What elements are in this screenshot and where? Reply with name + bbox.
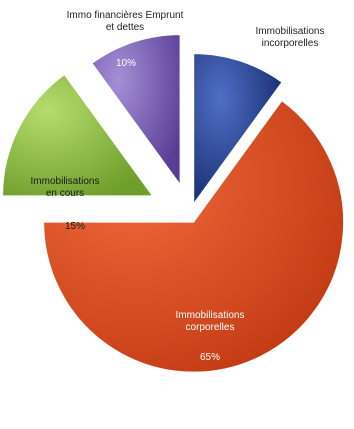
slice-value-incorporelles: 10% — [280, 65, 300, 76]
slice-label-incorporelles-line1: Immobilisations — [256, 26, 325, 37]
slice-label-en-cours-line1: Immobilisations — [31, 176, 100, 187]
slice-label-financieres-line1: Immo financières Emprunt — [67, 10, 184, 21]
slice-label-incorporelles-line2: incorporelles — [262, 38, 319, 49]
slice-financieres — [91, 34, 181, 187]
slice-value-en-cours: 15% — [65, 221, 85, 232]
slice-corporelles — [43, 100, 345, 373]
slice-label-en-cours-line2: en cours — [46, 188, 84, 199]
slice-label-corporelles-line2: corporelles — [186, 322, 235, 333]
slice-label-financieres-line2: et dettes — [106, 22, 144, 33]
slice-label-corporelles-line1: Immobilisations — [176, 310, 245, 321]
slice-value-financieres: 10% — [116, 58, 136, 69]
slice-en-cours — [2, 73, 154, 197]
slice-incorporelles — [193, 53, 283, 206]
slice-value-corporelles: 65% — [200, 352, 220, 363]
